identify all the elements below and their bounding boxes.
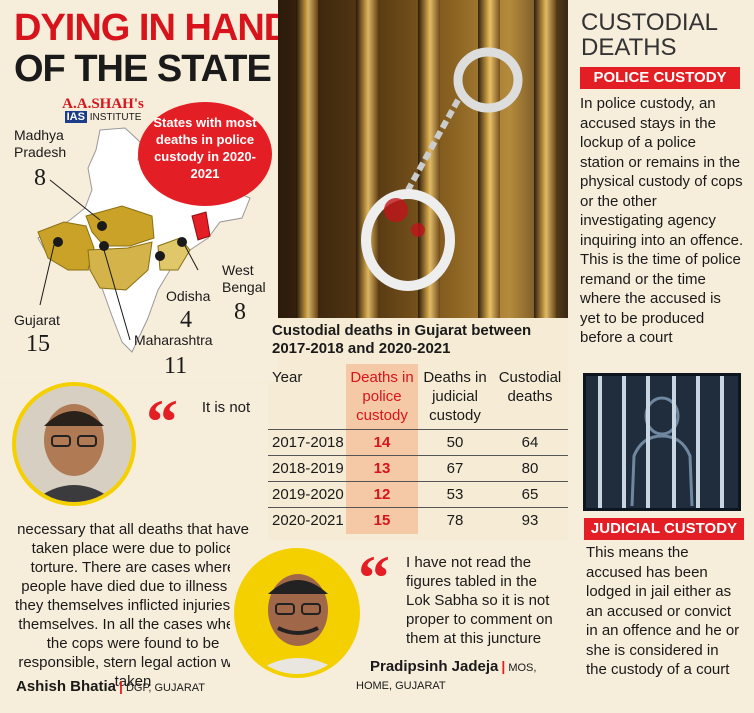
quote-mark-icon: “ [358, 542, 390, 613]
jail-figure-icon [598, 376, 724, 508]
cell-total: 64 [492, 429, 568, 456]
west-bengal-pin [177, 237, 187, 247]
table-header-row: Year Deaths in police custody Deaths in … [268, 364, 568, 430]
state-value-west-bengal: 8 [234, 299, 246, 325]
judicial-custody-label: JUDICIAL CUSTODY [584, 518, 744, 540]
handcuffs-photo [278, 0, 568, 318]
headline-line2: OF THE STATE [14, 48, 272, 90]
state-label-west-bengal: West Bengal [222, 262, 266, 295]
quote2-text: I have not read the figures tabled in th… [406, 554, 553, 647]
state-value-gujarat: 15 [26, 331, 50, 357]
cell-judicial: 67 [418, 455, 492, 482]
cell-police: 12 [346, 481, 418, 508]
state-label-madhya-pradesh: Madhya Pradesh [14, 127, 67, 160]
maharashtra-shape [87, 241, 153, 291]
state-label-odisha: Odisha [166, 288, 211, 304]
odisha-pin [155, 251, 165, 261]
col-judicial-custody: Deaths in judicial custody [423, 369, 487, 424]
police-custody-text: In police custody, an accused stays in t… [580, 95, 744, 346]
speaker-role-1: MOS, [508, 662, 537, 674]
avatar-ashish-bhatia [12, 382, 136, 506]
cell-judicial: 78 [418, 507, 492, 534]
table-row: 2018-2019 13 67 80 [268, 455, 568, 482]
custodial-title-line2: DEATHS [581, 34, 677, 61]
avatar-pradipsinh-jadeja [234, 548, 360, 678]
headline-line1: DYING IN HANDS [14, 7, 316, 49]
jail-bar [478, 0, 500, 318]
state-value-madhya-pradesh: 8 [34, 165, 46, 191]
gujarat-leader [39, 244, 55, 306]
person-portrait-icon [32, 404, 116, 502]
table-row: 2017-2018 14 50 64 [268, 429, 568, 456]
cell-police: 15 [346, 507, 418, 534]
cell-judicial: 50 [418, 429, 492, 456]
speaker-name: Pradipsinh Jadeja [370, 658, 499, 675]
west-bengal-leader [183, 243, 199, 271]
cell-total: 93 [492, 507, 568, 534]
madhya-pradesh-shape [85, 205, 155, 247]
cell-total: 80 [492, 455, 568, 482]
cell-year: 2019-2020 [268, 481, 346, 508]
west-bengal-shape [191, 211, 211, 241]
state-label-gujarat: Gujarat [14, 312, 60, 328]
cell-police: 13 [346, 455, 418, 482]
custodial-title: CUSTODIAL DEATHS [581, 10, 718, 60]
jail-bar [534, 0, 556, 318]
headline: DYING IN HANDS OF THE STATE [14, 7, 316, 90]
mp-leader [49, 179, 101, 221]
custodial-title-line1: CUSTODIAL [581, 9, 718, 36]
speaker-role-2: HOME, GUJARAT [356, 680, 446, 692]
cell-police: 14 [346, 429, 418, 456]
maharashtra-pin [99, 241, 109, 251]
cell-year: 2020-2021 [268, 507, 346, 534]
cell-judicial: 53 [418, 481, 492, 508]
institute-logo: A.A.SHAH's IAS INSTITUTE [57, 96, 149, 130]
custodial-deaths-table: Year Deaths in police custody Deaths in … [268, 364, 568, 534]
madhya-pradesh-pin [97, 221, 107, 231]
quote-mark-icon: “ [146, 386, 178, 457]
jail-figure-illustration [583, 373, 741, 511]
india-map [37, 127, 251, 353]
maharashtra-leader [103, 249, 131, 341]
speaker-ashish-bhatia: Ashish Bhatia | DGP, GUJARAT [16, 678, 206, 695]
logo-ias: IAS [64, 111, 87, 123]
state-value-odisha: 4 [180, 307, 192, 333]
circle-callout: States with most deaths in police custod… [138, 102, 272, 206]
quote1-text: It is not necessary that all deaths that… [14, 398, 252, 691]
police-custody-label: POLICE CUSTODY [580, 67, 740, 89]
table-row: 2020-2021 15 78 93 [268, 507, 568, 534]
logo-institute: INSTITUTE [89, 112, 142, 123]
logo-sub: IAS INSTITUTE [57, 111, 149, 123]
table-row: 2019-2020 12 53 65 [268, 481, 568, 508]
definition-panel [568, 0, 754, 713]
state-value-maharashtra: 11 [164, 353, 188, 379]
jail-bar [418, 0, 440, 318]
col-police-custody: Deaths in police custody [346, 364, 418, 430]
speaker-role: DGP, GUJARAT [125, 682, 206, 694]
judicial-custody-text: This means the accused has been lodged i… [586, 544, 740, 678]
col-custodial-deaths: Custodial deaths [498, 369, 562, 405]
cell-total: 65 [492, 481, 568, 508]
map-panel: DYING IN HANDS OF THE STATE A.A.SHAH's I… [0, 0, 316, 382]
speaker-pradipsinh-jadeja: Pradipsinh Jadeja | MOS, [370, 658, 537, 675]
logo-name: A.A.SHAH's [62, 96, 144, 112]
jail-bar [296, 0, 318, 318]
table-title: Custodial deaths in Gujarat between 2017… [272, 322, 532, 357]
gujarat-pin [53, 237, 63, 247]
speaker-name: Ashish Bhatia [16, 678, 117, 695]
cell-year: 2017-2018 [268, 429, 346, 456]
cell-year: 2018-2019 [268, 455, 346, 482]
state-label-maharashtra: Maharashtra [134, 332, 213, 348]
col-year: Year [272, 369, 303, 386]
person-portrait-icon [252, 574, 344, 674]
handcuffs-icon [361, 47, 523, 291]
quote1-body: It is not necessary that all deaths that… [15, 399, 251, 690]
gujarat-shape [37, 221, 95, 271]
